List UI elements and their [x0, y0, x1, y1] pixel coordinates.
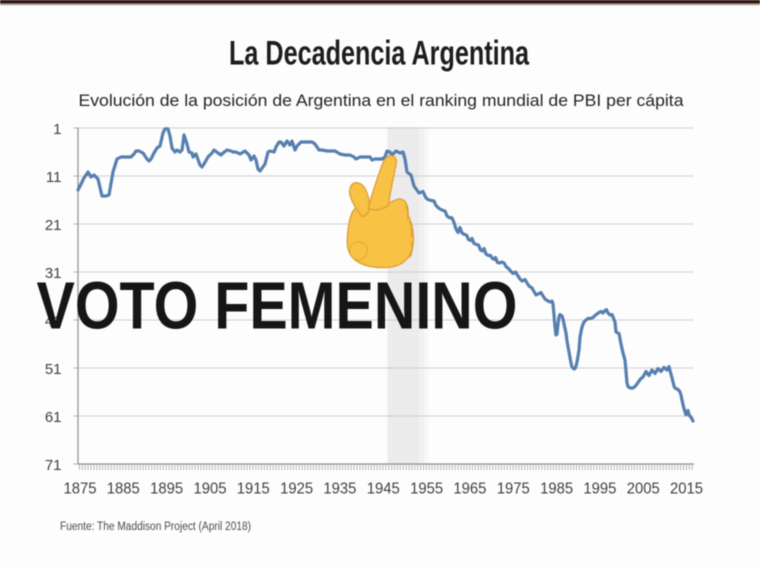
- svg-text:11: 11: [46, 169, 62, 186]
- svg-text:51: 51: [45, 361, 62, 378]
- svg-text:1935: 1935: [323, 481, 356, 498]
- svg-text:71: 71: [45, 457, 62, 474]
- svg-text:1875: 1875: [64, 481, 97, 498]
- svg-text:2005: 2005: [627, 481, 660, 498]
- svg-text:1965: 1965: [453, 481, 486, 498]
- svg-text:1: 1: [53, 121, 61, 138]
- svg-text:1885: 1885: [107, 481, 140, 498]
- svg-text:2015: 2015: [670, 481, 703, 498]
- svg-text:1945: 1945: [367, 481, 400, 498]
- svg-text:21: 21: [45, 217, 62, 234]
- svg-text:61: 61: [45, 409, 62, 426]
- svg-text:1985: 1985: [540, 481, 573, 498]
- svg-text:1995: 1995: [583, 481, 616, 498]
- svg-text:41: 41: [45, 313, 62, 330]
- svg-text:VOTO FEMENINO: VOTO FEMENINO: [37, 269, 518, 344]
- svg-text:Evolución de la posición de Ar: Evolución de la posición de Argentina en…: [79, 92, 685, 110]
- svg-text:1955: 1955: [410, 481, 443, 498]
- svg-text:31: 31: [45, 265, 62, 282]
- svg-text:1925: 1925: [280, 481, 313, 498]
- svg-text:Fuente: The Maddison Project (: Fuente: The Maddison Project (April 2018…: [60, 521, 251, 533]
- svg-text:La Decadencia Argentina: La Decadencia Argentina: [229, 35, 530, 73]
- svg-text:1895: 1895: [150, 481, 183, 498]
- svg-text:1905: 1905: [194, 481, 227, 498]
- svg-text:1915: 1915: [237, 481, 270, 498]
- svg-text:1975: 1975: [497, 481, 530, 498]
